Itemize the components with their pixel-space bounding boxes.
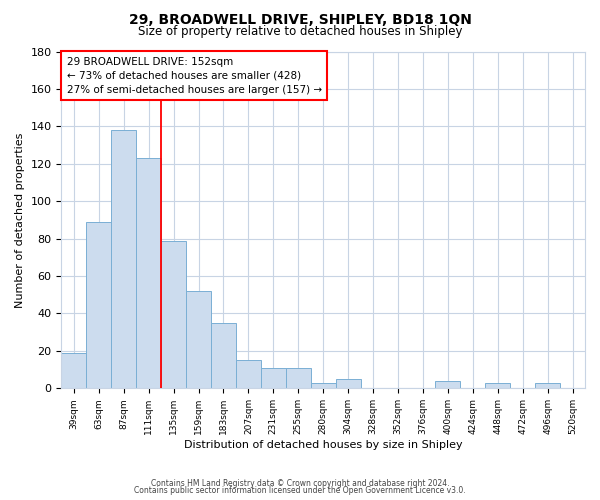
Bar [236,360,261,388]
Bar [311,382,335,388]
Text: Contains public sector information licensed under the Open Government Licence v3: Contains public sector information licen… [134,486,466,495]
Bar [61,353,86,388]
Text: Contains HM Land Registry data © Crown copyright and database right 2024.: Contains HM Land Registry data © Crown c… [151,478,449,488]
Bar [186,291,211,388]
Bar [286,368,311,388]
Bar [211,323,236,388]
Bar [436,381,460,388]
Bar [161,240,186,388]
Text: 29 BROADWELL DRIVE: 152sqm
← 73% of detached houses are smaller (428)
27% of sem: 29 BROADWELL DRIVE: 152sqm ← 73% of deta… [67,56,322,94]
Bar [535,382,560,388]
Y-axis label: Number of detached properties: Number of detached properties [15,132,25,308]
Text: 29, BROADWELL DRIVE, SHIPLEY, BD18 1QN: 29, BROADWELL DRIVE, SHIPLEY, BD18 1QN [128,12,472,26]
Text: Size of property relative to detached houses in Shipley: Size of property relative to detached ho… [138,25,462,38]
Bar [136,158,161,388]
Bar [335,379,361,388]
Bar [485,382,510,388]
Bar [86,222,111,388]
Bar [111,130,136,388]
X-axis label: Distribution of detached houses by size in Shipley: Distribution of detached houses by size … [184,440,463,450]
Bar [261,368,286,388]
